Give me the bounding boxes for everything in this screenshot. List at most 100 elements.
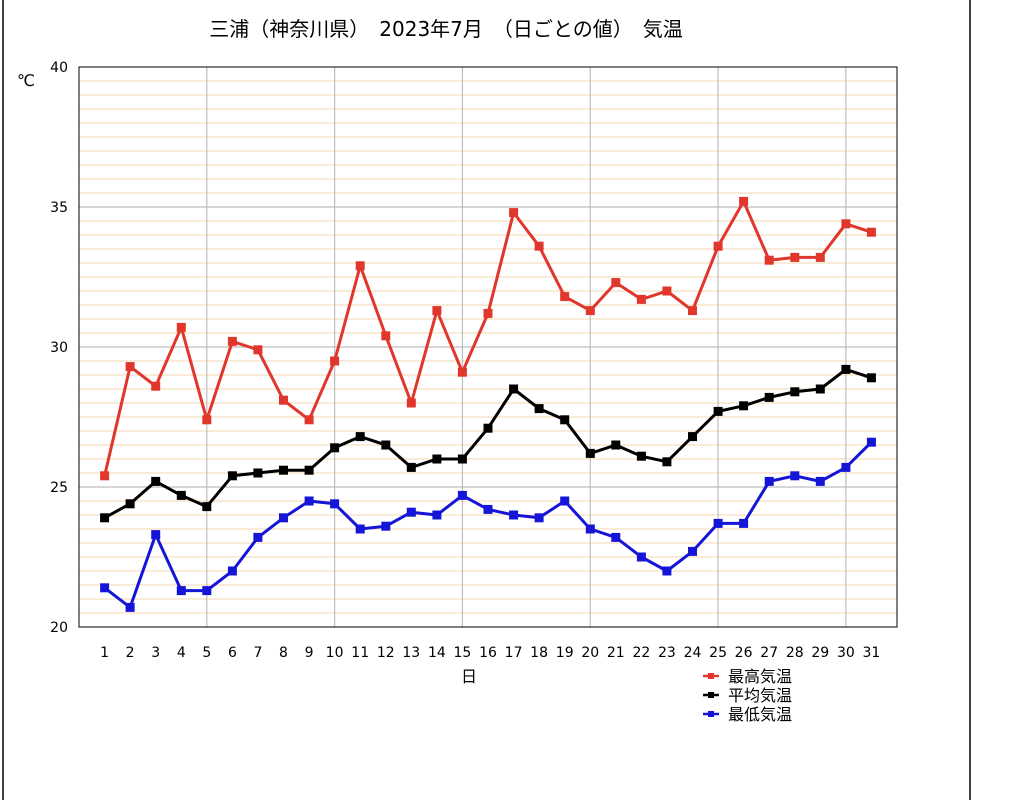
avg-temp-point	[432, 454, 442, 464]
legend: 最高気温 平均気温 最低気温	[703, 667, 792, 724]
legend-marker-avg-temp	[708, 692, 714, 698]
avg-temp-point	[253, 468, 263, 478]
x-tick-label: 18	[530, 645, 548, 661]
avg-temp-point	[713, 406, 723, 416]
max-temp-point	[611, 278, 621, 288]
max-temp-point	[866, 227, 876, 237]
min-temp-point	[790, 471, 800, 481]
avg-temp-point	[611, 440, 621, 450]
max-temp-point	[432, 306, 442, 316]
min-temp-point	[330, 499, 340, 509]
max-temp-point	[202, 415, 212, 425]
y-tick-labels: 20 25 30 35 40	[50, 60, 68, 636]
min-temp-point	[611, 532, 621, 542]
min-temp-point	[355, 524, 365, 534]
avg-temp-point	[560, 415, 570, 425]
x-tick-label: 19	[556, 645, 574, 661]
min-temp-point	[560, 496, 570, 506]
avg-temp-point	[457, 454, 467, 464]
min-temp-point	[457, 490, 467, 500]
y-axis-unit: ℃	[17, 71, 35, 90]
legend-label-avg-temp: 平均気温	[728, 686, 792, 705]
min-temp-point	[815, 476, 825, 486]
avg-temp-point	[406, 462, 416, 472]
avg-temp-point	[381, 440, 391, 450]
max-temp-point	[406, 398, 416, 408]
y-tick-label: 20	[50, 620, 68, 636]
min-temp-point	[534, 513, 544, 523]
x-tick-label: 30	[837, 645, 855, 661]
max-temp-point	[227, 336, 237, 346]
avg-temp-point	[739, 401, 749, 411]
x-tick-label: 27	[760, 645, 778, 661]
x-tick-label: 10	[326, 645, 344, 661]
gridlines	[79, 67, 897, 627]
max-temp-point	[330, 356, 340, 366]
min-temp-point	[662, 566, 672, 576]
avg-temp-point	[534, 404, 544, 414]
x-tick-label: 20	[581, 645, 599, 661]
min-temp-point	[764, 476, 774, 486]
plot-area-border	[78, 66, 898, 628]
min-temp-point	[509, 510, 519, 520]
x-tick-label: 29	[811, 645, 829, 661]
x-tick-labels: 1 2 3 4 5 6 7 8 9 10 11 12 13 14 15 16 17 18 19 20 21 22 23 24 2…	[100, 645, 880, 661]
avg-temp-point	[509, 384, 519, 394]
min-temp-point	[125, 602, 135, 612]
min-temp-point	[841, 462, 851, 472]
series-layer	[100, 196, 876, 612]
avg-temp-point	[151, 476, 161, 486]
max-temp-point	[509, 208, 519, 218]
max-temp-point	[355, 261, 365, 271]
avg-temp-point	[304, 465, 314, 475]
x-tick-label: 14	[428, 645, 446, 661]
min-temp-point	[151, 530, 161, 540]
min-temp-point	[713, 518, 723, 528]
max-temp-point	[815, 252, 825, 262]
avg-temp-point	[688, 432, 697, 442]
min-temp-point	[279, 513, 288, 523]
x-tick-label: 24	[684, 645, 702, 661]
max-temp-point	[688, 306, 697, 316]
min-temp-point	[253, 532, 263, 542]
max-temp-point	[662, 286, 672, 296]
x-tick-label: 11	[351, 645, 369, 661]
max-temp-point	[790, 252, 800, 262]
max-temp-point	[304, 415, 314, 425]
x-tick-label: 25	[709, 645, 727, 661]
min-temp-point	[381, 521, 391, 531]
x-tick-label: 26	[735, 645, 753, 661]
y-tick-label: 40	[50, 60, 68, 76]
min-temp-point	[432, 510, 442, 520]
avg-temp-point	[279, 465, 288, 475]
legend-marker-min-temp	[708, 711, 714, 717]
avg-temp-point	[585, 448, 595, 458]
max-temp-point	[176, 322, 186, 332]
x-tick-label: 28	[786, 645, 804, 661]
x-tick-label: 17	[505, 645, 523, 661]
max-temp-point	[483, 308, 493, 318]
min-temp-point	[202, 586, 212, 596]
x-tick-label: 21	[607, 645, 625, 661]
min-temp-point	[866, 437, 876, 447]
x-tick-label: 31	[862, 645, 880, 661]
avg-temp-point	[866, 373, 876, 383]
legend-item-max-temp: 最高気温	[703, 667, 792, 686]
x-tick-label: 5	[202, 645, 211, 661]
legend-item-avg-temp: 平均気温	[703, 686, 792, 705]
min-temp-point	[636, 552, 646, 562]
min-temp-point	[688, 546, 697, 556]
x-tick-label: 8	[279, 645, 288, 661]
avg-temp-point	[841, 364, 851, 374]
max-temp-point	[739, 196, 749, 206]
x-tick-label: 16	[479, 645, 497, 661]
x-tick-label: 15	[453, 645, 471, 661]
max-temp-point	[560, 292, 570, 302]
min-temp-point	[406, 507, 416, 517]
max-temp-point	[585, 306, 595, 316]
avg-temp-point	[662, 457, 672, 467]
x-tick-label: 23	[658, 645, 676, 661]
min-temp-point	[227, 566, 237, 576]
legend-item-min-temp: 最低気温	[703, 705, 792, 724]
